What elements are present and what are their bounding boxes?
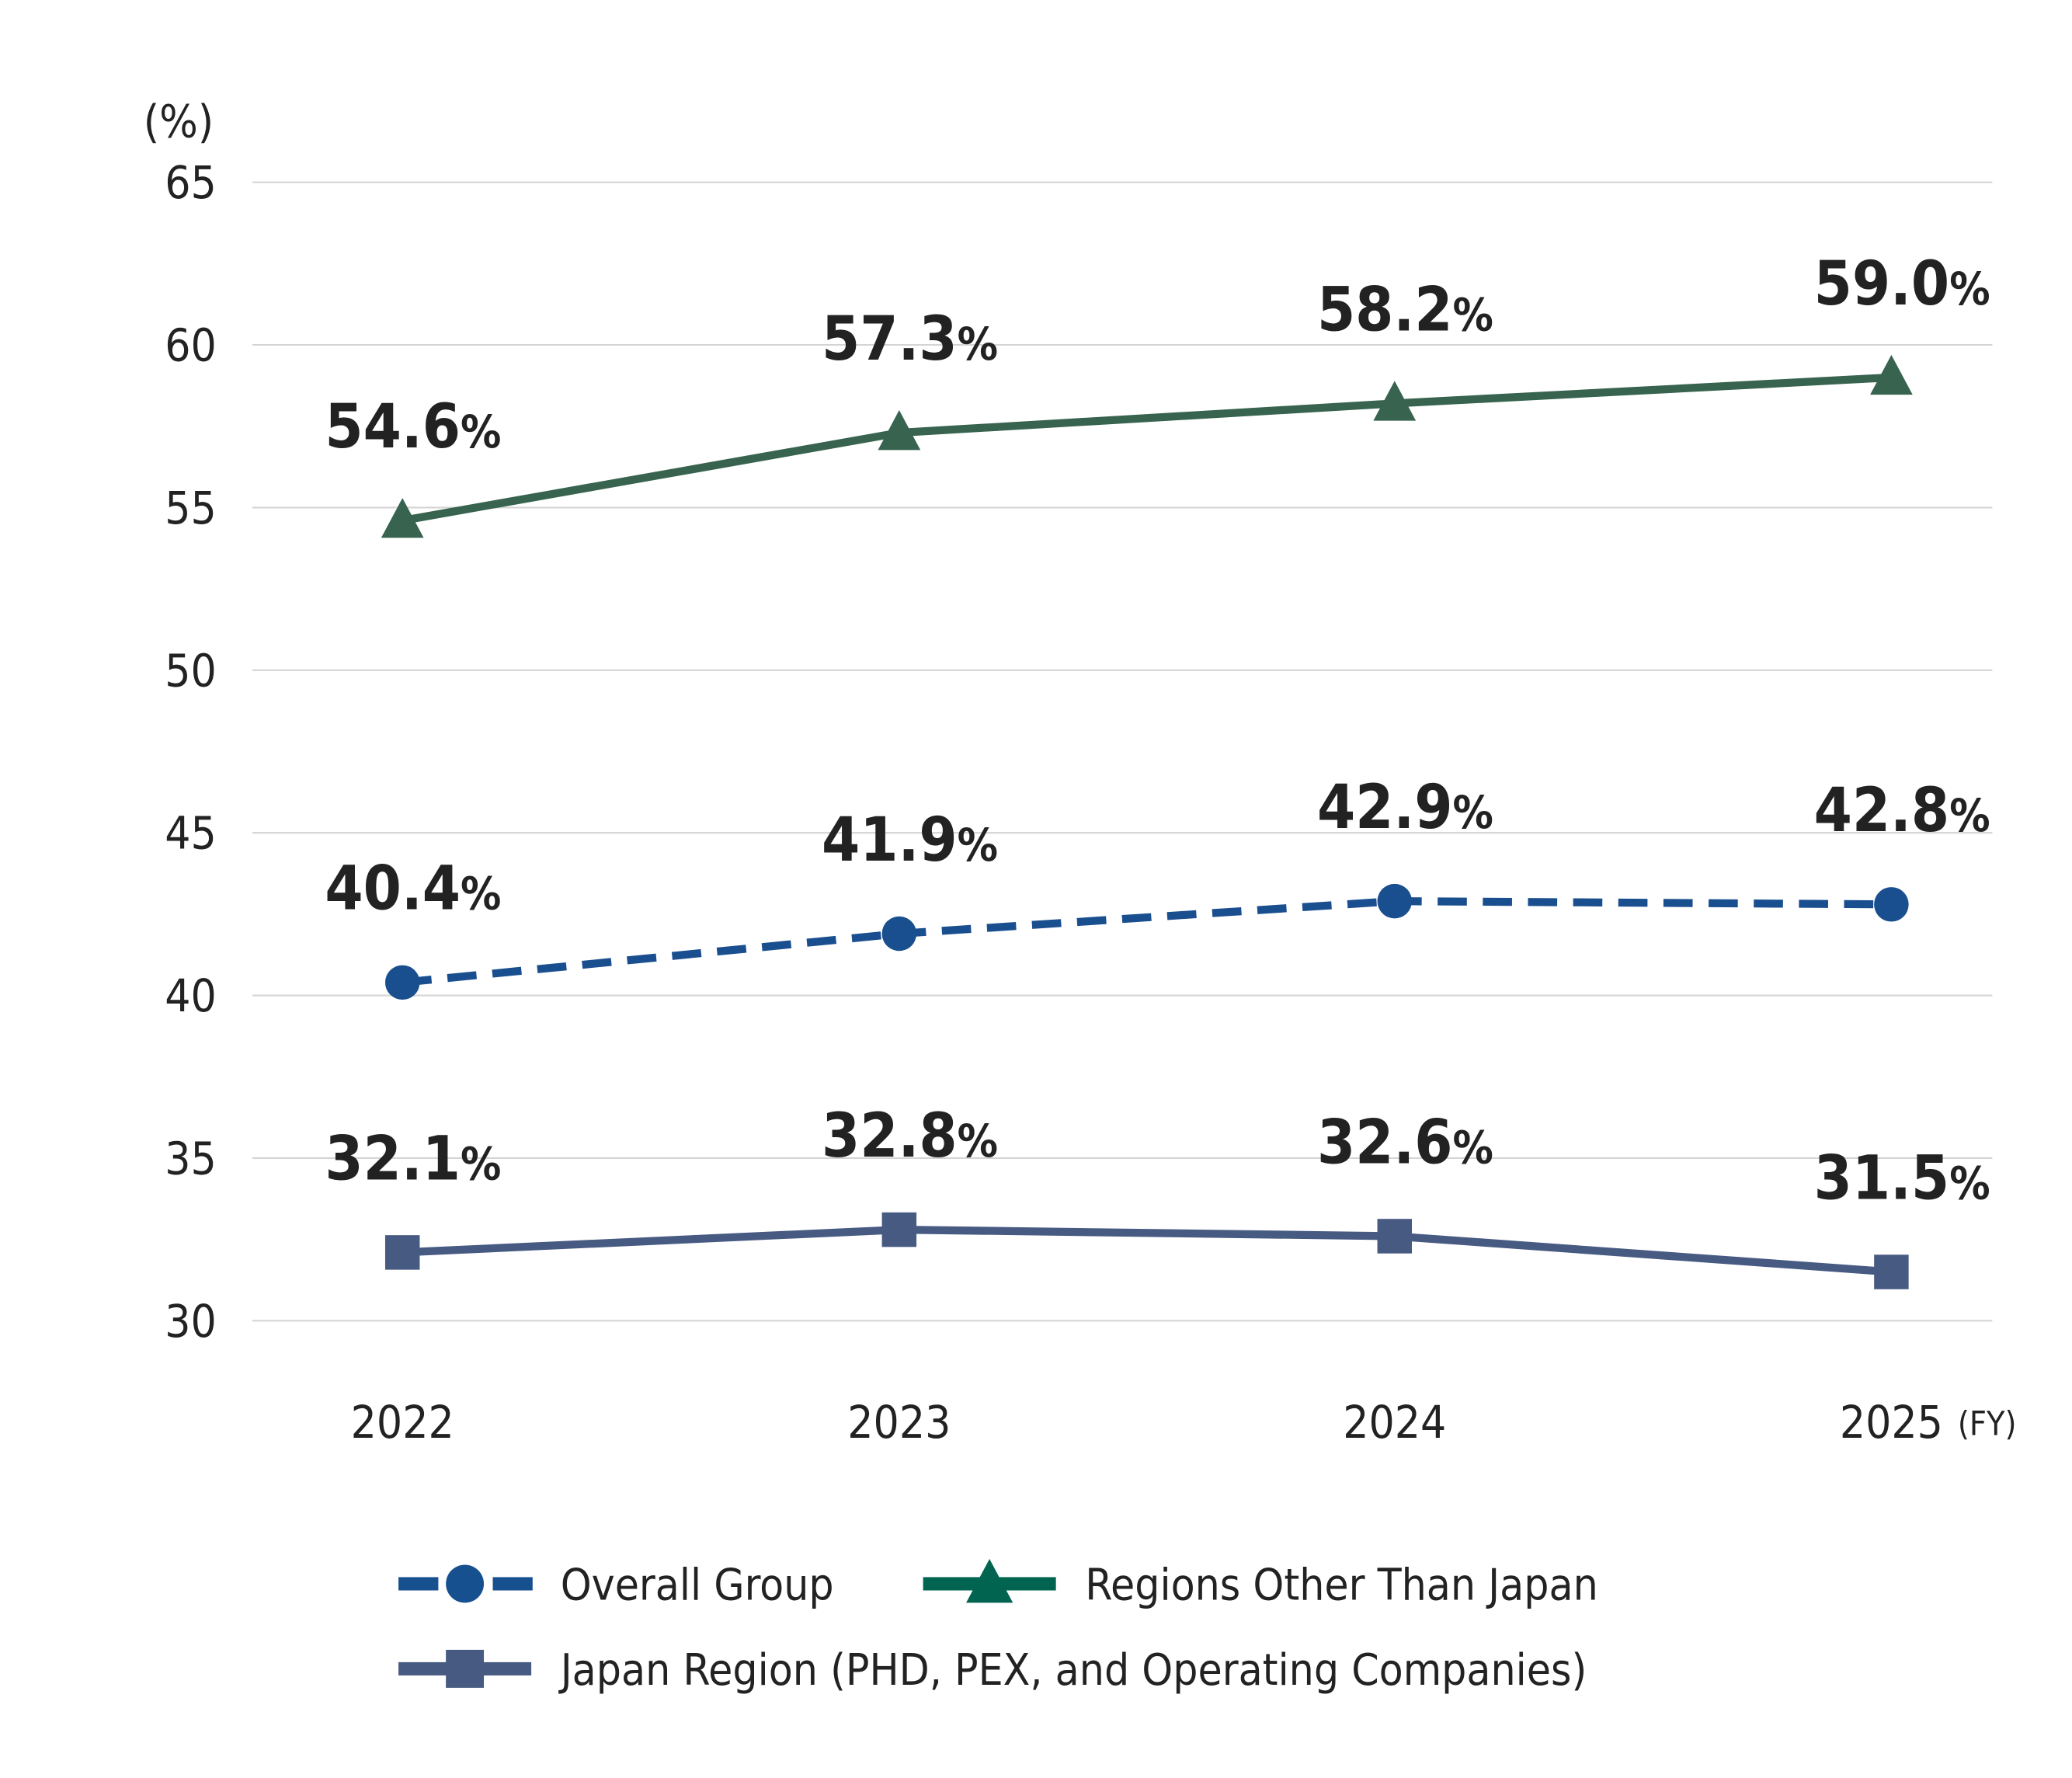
data-label: 32.8% — [822, 1100, 998, 1171]
data-point-triangle — [1373, 381, 1417, 421]
y-tick-label: 60 — [165, 319, 217, 372]
legend-label: Japan Region (PHD, PEX, and Operating Co… — [558, 1645, 1587, 1696]
data-label: 42.9% — [1317, 771, 1493, 843]
data-point-square — [881, 1212, 917, 1247]
x-tick-label: 2023 — [847, 1396, 951, 1449]
data-point-square — [1377, 1219, 1413, 1254]
data-label: 42.8% — [1814, 774, 1990, 846]
data-label: 40.4% — [325, 853, 501, 924]
legend-line — [398, 1577, 439, 1591]
data-label: 58.2% — [1317, 273, 1493, 345]
legend-label: Overall Group — [561, 1560, 834, 1610]
legend-item: Regions Other Than Japan — [923, 1558, 1598, 1610]
data-point-triangle — [878, 410, 921, 451]
x-axis-unit: (FY) — [1958, 1404, 2017, 1443]
x-tick-label: 2025 — [1840, 1396, 1943, 1449]
data-point-circle — [1874, 887, 1909, 922]
series-overall-group: 40.4% 41.9% 42.9% 42.8% — [325, 771, 1990, 1000]
x-tick-label: 2022 — [351, 1396, 454, 1449]
x-tick-label: 2024 — [1343, 1396, 1446, 1449]
y-tick-label: 30 — [165, 1295, 217, 1348]
legend-item: Overall Group — [398, 1560, 834, 1610]
series-line — [402, 1225, 1892, 1276]
series-japan-region-phd-pex-and-operating-companies-: 32.1% 32.8% 32.6% 31.5% — [325, 1100, 1990, 1289]
y-axis-unit: (%) — [144, 95, 214, 148]
data-point-square — [1874, 1254, 1909, 1289]
data-label: 32.1% — [325, 1122, 501, 1194]
data-point-triangle — [381, 498, 424, 538]
data-label: 41.9% — [822, 804, 998, 875]
data-point-circle — [1377, 883, 1413, 919]
y-tick-label: 35 — [165, 1132, 217, 1185]
data-point-square — [446, 1649, 485, 1688]
series-line — [402, 373, 1892, 525]
y-tick-label: 55 — [165, 482, 217, 534]
y-tick-label: 45 — [165, 807, 217, 860]
data-point-circle — [881, 916, 917, 952]
legend-line — [492, 1577, 533, 1591]
data-label: 31.5% — [1814, 1142, 1990, 1213]
legend-label: Regions Other Than Japan — [1085, 1560, 1597, 1610]
data-point-triangle — [1870, 354, 1913, 395]
y-tick-label: 65 — [165, 156, 217, 209]
y-tick-label: 50 — [165, 644, 217, 697]
data-point-square — [384, 1235, 420, 1270]
y-tick-label: 40 — [165, 969, 217, 1022]
legend-item: Japan Region (PHD, PEX, and Operating Co… — [398, 1645, 1587, 1696]
series-regions-other-than-japan: 54.6% 57.3% 58.2% 59.0% — [325, 248, 1990, 538]
data-point-circle — [384, 965, 420, 1000]
data-label: 54.6% — [325, 391, 501, 462]
series-line — [402, 896, 1892, 986]
data-point-triangle — [966, 1558, 1013, 1603]
data-point-circle — [446, 1564, 485, 1603]
data-label: 57.3% — [822, 303, 998, 374]
data-label: 32.6% — [1317, 1106, 1493, 1178]
data-label: 59.0% — [1814, 248, 1990, 319]
